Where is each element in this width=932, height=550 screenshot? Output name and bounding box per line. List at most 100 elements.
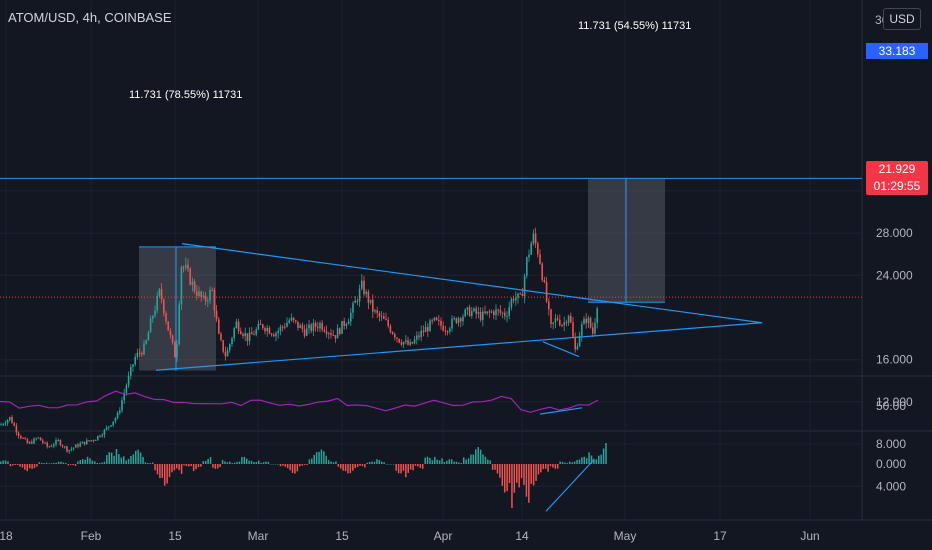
candle-body bbox=[215, 310, 218, 320]
histogram-bar bbox=[576, 460, 578, 464]
candle-body bbox=[378, 312, 381, 317]
candle-body bbox=[567, 315, 570, 323]
histogram-bar bbox=[342, 464, 344, 471]
histogram-bar bbox=[400, 464, 402, 474]
candle-body bbox=[387, 319, 389, 326]
lower-triangle-line bbox=[155, 322, 763, 371]
candle-body bbox=[552, 322, 554, 324]
histogram-bar bbox=[204, 460, 207, 464]
candle-body bbox=[479, 312, 482, 321]
histogram-bar bbox=[405, 464, 407, 478]
candle-body bbox=[389, 325, 392, 333]
candle-body bbox=[92, 440, 95, 442]
histogram-bar bbox=[426, 456, 429, 464]
histogram-bar bbox=[250, 460, 253, 464]
histogram-bar bbox=[530, 464, 532, 484]
histogram-bar bbox=[583, 456, 586, 464]
candle-body bbox=[273, 334, 275, 337]
candle-body bbox=[257, 323, 260, 330]
candle-body bbox=[587, 317, 590, 324]
histogram-bar bbox=[166, 464, 168, 484]
candle-body bbox=[9, 417, 11, 420]
candle-body bbox=[81, 441, 84, 444]
time-tick-label: Apr bbox=[434, 529, 453, 543]
histogram-bar bbox=[306, 464, 308, 465]
candle-body bbox=[350, 312, 352, 322]
candle-body bbox=[323, 329, 326, 332]
candle-body bbox=[207, 300, 209, 302]
histogram-bar bbox=[200, 464, 202, 467]
candle-body bbox=[255, 329, 257, 335]
histogram-bar bbox=[554, 464, 557, 469]
currency-button[interactable]: USD bbox=[883, 8, 921, 30]
histogram-bar bbox=[226, 462, 229, 464]
histogram-bar bbox=[535, 464, 537, 481]
symbol-title[interactable]: ATOM/USD, 4h, COINBASE bbox=[8, 10, 172, 25]
histogram-bar bbox=[233, 462, 236, 464]
candle-body bbox=[418, 335, 420, 338]
histogram-bar bbox=[496, 464, 499, 474]
histogram-bar bbox=[434, 456, 436, 464]
histogram-bar bbox=[221, 459, 224, 464]
candle-body bbox=[136, 352, 139, 357]
candle-body bbox=[422, 330, 425, 333]
candle-body bbox=[66, 446, 68, 452]
histogram-bar bbox=[176, 464, 178, 469]
candle-body bbox=[171, 335, 174, 343]
histogram-bar bbox=[282, 464, 284, 466]
histogram-bar bbox=[212, 464, 214, 468]
candle-body bbox=[185, 264, 187, 268]
histogram-bar bbox=[195, 464, 197, 470]
histogram-bar bbox=[325, 455, 328, 464]
histogram-bar bbox=[465, 459, 467, 464]
histogram-bar bbox=[72, 464, 74, 466]
histogram-bar bbox=[448, 459, 450, 464]
candle-body bbox=[528, 254, 530, 258]
candle-body bbox=[204, 295, 207, 302]
candle-body bbox=[297, 321, 299, 328]
candle-body bbox=[394, 334, 396, 338]
candle-body bbox=[35, 438, 37, 440]
histogram-bar bbox=[523, 464, 525, 485]
candle-body bbox=[504, 312, 506, 317]
histogram-bar bbox=[229, 461, 231, 464]
candle-body bbox=[224, 351, 227, 357]
histogram-bar bbox=[127, 458, 130, 464]
candle-body bbox=[46, 442, 48, 447]
histogram-bar bbox=[470, 454, 472, 464]
candle-body bbox=[94, 439, 97, 441]
candle-body bbox=[28, 441, 31, 444]
candle-body bbox=[114, 418, 117, 422]
histogram-bar bbox=[135, 450, 137, 464]
histogram-bar bbox=[318, 451, 320, 464]
candle-body bbox=[330, 333, 332, 335]
histogram-bar bbox=[347, 464, 349, 474]
candle-body bbox=[31, 441, 33, 444]
candle-body bbox=[132, 364, 134, 368]
histogram-bar bbox=[395, 464, 397, 471]
candle-body bbox=[563, 322, 565, 326]
histogram-bar bbox=[475, 449, 477, 464]
candle-body bbox=[334, 335, 337, 339]
histogram-bar bbox=[96, 463, 98, 464]
histogram-bar bbox=[57, 461, 60, 464]
histogram-bar bbox=[429, 457, 431, 464]
candle-body bbox=[295, 320, 297, 322]
time-tick-label: 15 bbox=[168, 529, 182, 543]
histogram-bar bbox=[424, 457, 426, 464]
candle-body bbox=[147, 332, 150, 341]
candle-body bbox=[299, 325, 301, 328]
candle-body bbox=[358, 288, 361, 302]
candle-body bbox=[383, 316, 385, 319]
candle-body bbox=[187, 264, 189, 269]
candle-body bbox=[158, 289, 161, 296]
histogram-bar bbox=[337, 464, 340, 467]
histogram-bar bbox=[547, 464, 549, 472]
candle-body bbox=[482, 311, 484, 321]
histogram-bar bbox=[566, 463, 569, 464]
histogram-bar bbox=[407, 464, 410, 473]
histogram-bar bbox=[380, 461, 383, 464]
candle-body bbox=[475, 308, 477, 314]
candle-body bbox=[275, 333, 277, 337]
